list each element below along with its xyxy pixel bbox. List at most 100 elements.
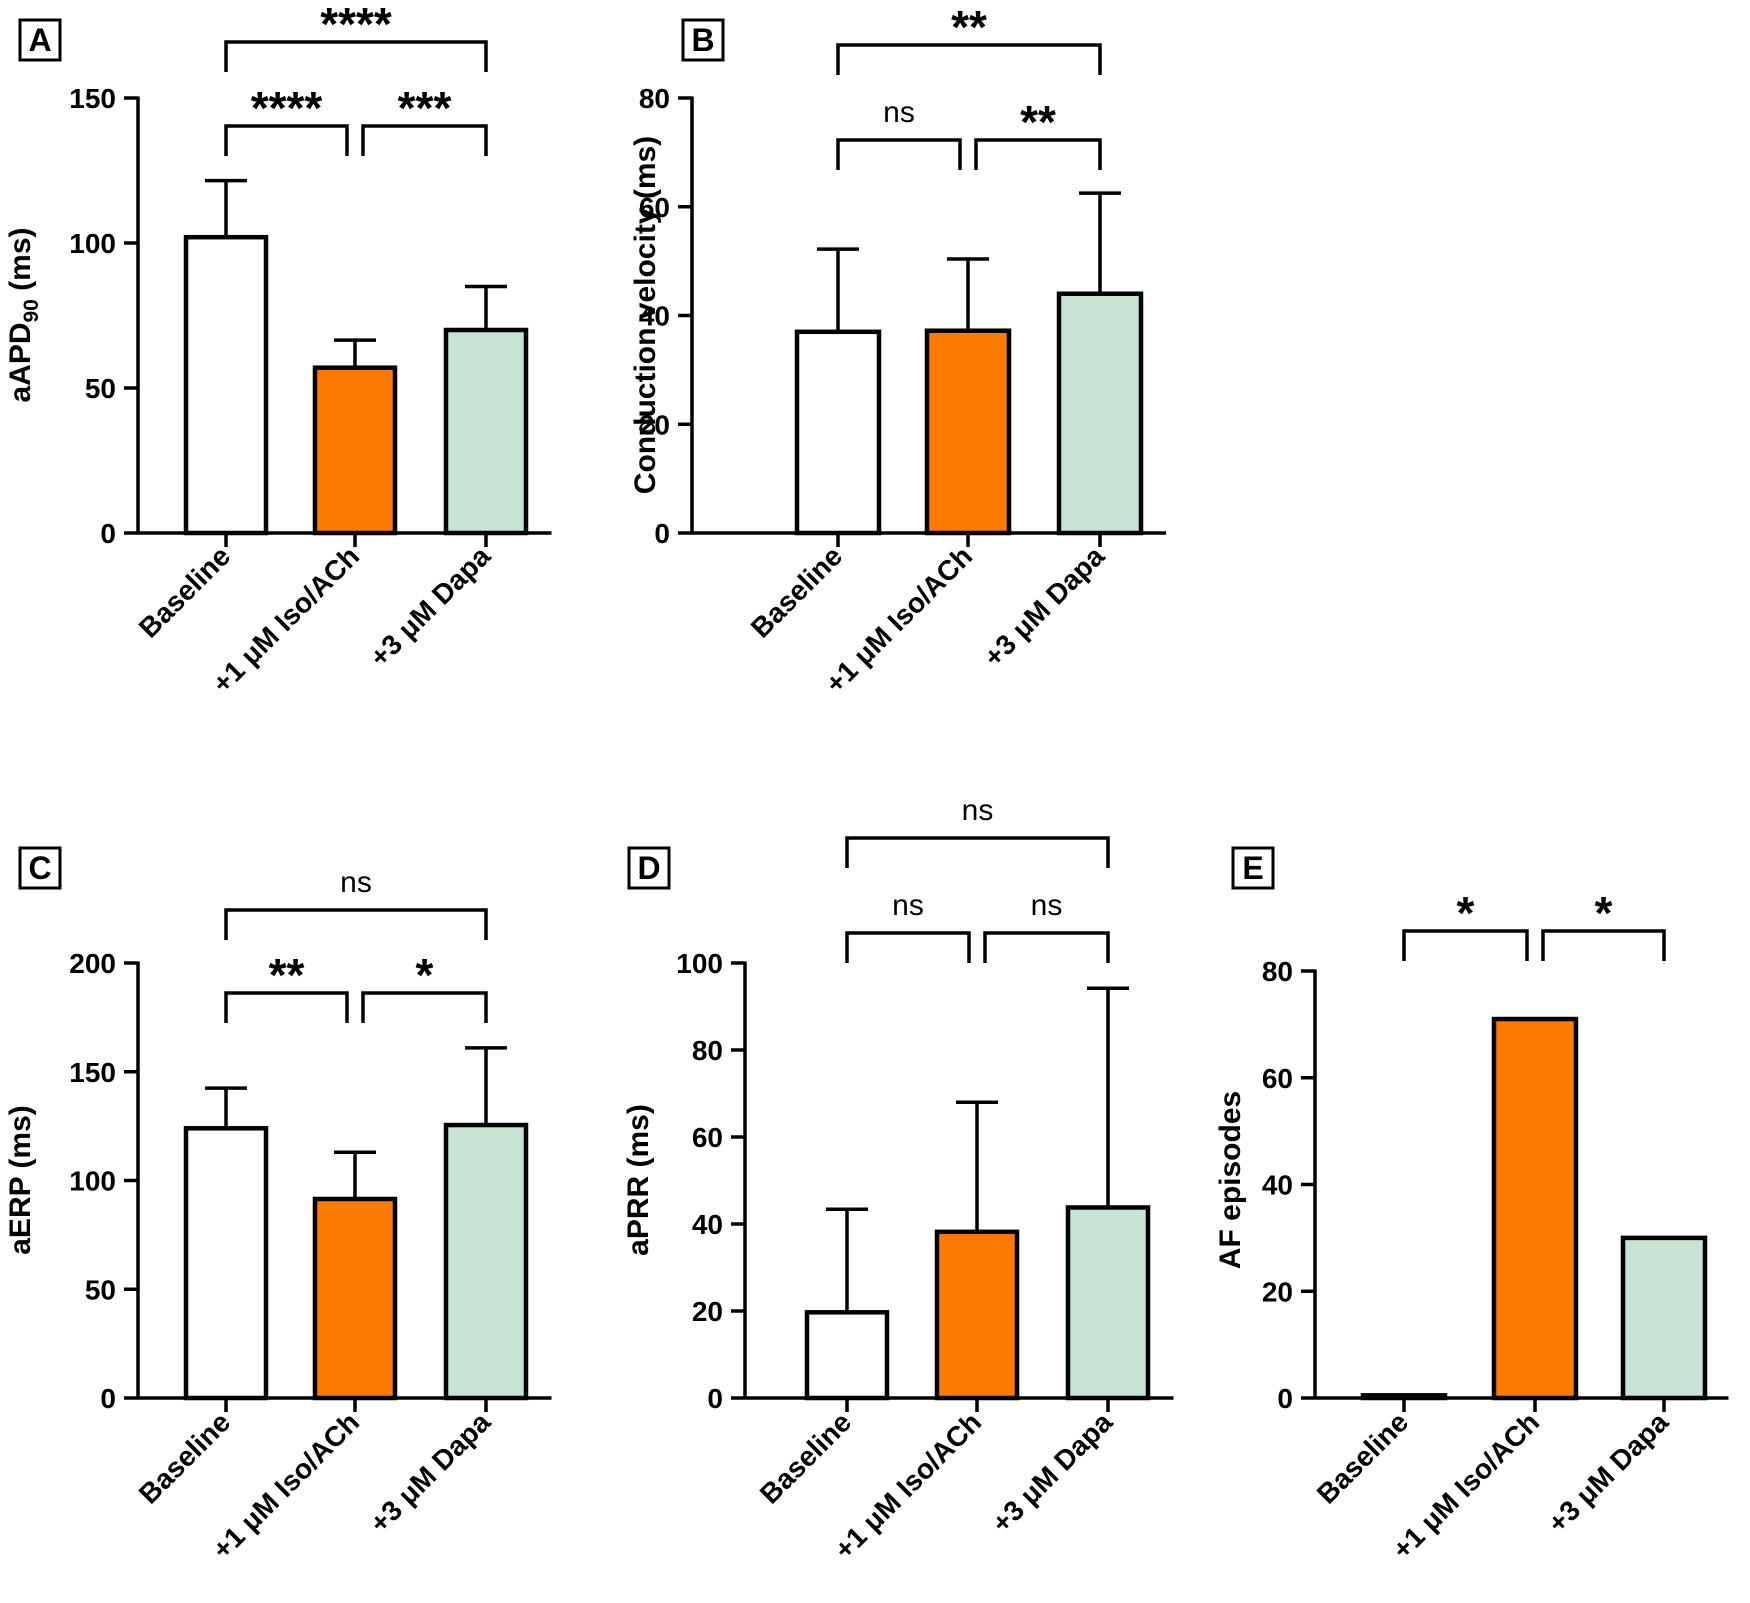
y-tick-label: 60 — [639, 192, 670, 223]
y-tick-label: 40 — [692, 1209, 723, 1240]
y-tick-label: 100 — [69, 1166, 116, 1197]
significance-bracket — [974, 138, 1102, 170]
significance-bracket — [224, 40, 488, 72]
bar — [794, 329, 882, 536]
significance-label: ns — [962, 794, 994, 827]
panel-badge — [627, 846, 671, 890]
bar — [312, 1196, 398, 1401]
panel-badge — [681, 18, 725, 62]
panel-letter: D — [637, 850, 660, 886]
panel-badge — [18, 846, 62, 890]
y-axis-label-main: aERP (ms) — [4, 1105, 37, 1255]
y-tick-label: 200 — [69, 948, 116, 979]
x-category-label: Baseline — [754, 1406, 857, 1509]
significance-bracket — [983, 931, 1110, 963]
x-category-label: Baseline — [133, 540, 236, 643]
panel-letter: B — [691, 22, 714, 58]
bar — [1065, 1205, 1151, 1401]
x-category-label: +3 μM Dapa — [364, 540, 497, 673]
y-axis-label-main: aAPD — [4, 323, 37, 403]
bar — [1491, 1016, 1579, 1401]
bar — [183, 234, 269, 536]
bar — [183, 1126, 269, 1401]
bar — [934, 1229, 1020, 1401]
significance-label: ns — [340, 866, 372, 899]
significance-label: **** — [251, 82, 323, 134]
y-axis-label-main: Conduction velocity (ms) — [629, 136, 662, 494]
significance-bracket — [845, 931, 971, 963]
x-category-label: Baseline — [133, 1406, 236, 1509]
significance-bracket — [224, 991, 349, 1023]
panel-badge — [1231, 846, 1275, 890]
x-category-label: Baseline — [1311, 1406, 1414, 1509]
significance-bracket — [224, 124, 349, 156]
significance-bracket — [836, 138, 962, 170]
y-tick-label: 60 — [692, 1122, 723, 1153]
bar — [924, 328, 1012, 536]
y-tick-label: 100 — [69, 228, 116, 259]
significance-bracket — [224, 908, 488, 940]
y-tick-label: 50 — [85, 1274, 116, 1305]
x-category-label: +3 μM Dapa — [364, 1406, 497, 1539]
y-tick-label: 150 — [69, 83, 116, 114]
y-tick-label: 60 — [1262, 1063, 1293, 1094]
bar — [443, 327, 529, 536]
y-tick-label: 50 — [85, 373, 116, 404]
y-tick-label: 80 — [1262, 956, 1293, 987]
x-category-label: +3 μM Dapa — [978, 540, 1111, 673]
y-tick-label: 20 — [1262, 1276, 1293, 1307]
y-tick-label: 80 — [639, 83, 670, 114]
y-axis-label-subscript: 90 — [20, 299, 43, 322]
significance-bracket — [361, 124, 488, 156]
significance-label: ns — [892, 889, 924, 922]
bar — [1620, 1235, 1708, 1401]
bar — [312, 365, 398, 536]
panel-letter: E — [1242, 850, 1263, 886]
y-tick-label: 40 — [639, 301, 670, 332]
significance-bracket — [361, 991, 488, 1023]
y-axis-label: Conduction velocity (ms) — [629, 136, 662, 494]
significance-label: ** — [269, 949, 305, 1001]
y-tick-label: 0 — [654, 518, 670, 549]
y-tick-label: 0 — [707, 1383, 723, 1414]
y-tick-label: 150 — [69, 1057, 116, 1088]
bar — [804, 1310, 890, 1401]
significance-label: ** — [1020, 96, 1056, 148]
y-axis-label: aERP (ms) — [4, 1105, 37, 1255]
y-tick-label: 0 — [100, 1383, 116, 1414]
significance-label: *** — [398, 82, 452, 134]
significance-bracket — [836, 43, 1102, 75]
y-tick-label: 80 — [692, 1035, 723, 1066]
x-category-label: Baseline — [745, 540, 848, 643]
x-category-label: +3 μM Dapa — [986, 1406, 1119, 1539]
y-axis-label-main: AF episodes — [1214, 1091, 1247, 1269]
panel-letter: C — [28, 850, 51, 886]
significance-bracket — [1541, 929, 1666, 961]
y-tick-label: 20 — [639, 409, 670, 440]
panel-letter: A — [28, 22, 51, 58]
significance-label: ** — [951, 1, 987, 53]
bar — [443, 1122, 529, 1401]
y-tick-label: 100 — [676, 948, 723, 979]
panel-badge — [18, 18, 62, 62]
significance-label: * — [416, 949, 434, 1001]
y-tick-label: 40 — [1262, 1170, 1293, 1201]
bar — [1056, 291, 1144, 536]
y-tick-label: 0 — [1277, 1383, 1293, 1414]
significance-bracket — [845, 836, 1110, 868]
significance-label: * — [1595, 887, 1613, 939]
significance-label: ns — [1031, 889, 1063, 922]
y-axis-label: aAPD90 (ms) — [4, 227, 43, 402]
y-tick-label: 0 — [100, 518, 116, 549]
y-axis-label: aPRR (ms) — [622, 1104, 655, 1256]
y-axis-label: AF episodes — [1214, 1091, 1247, 1269]
y-axis-label-main: aPRR (ms) — [622, 1104, 655, 1256]
significance-label: ns — [883, 96, 915, 129]
significance-label: **** — [320, 0, 392, 50]
y-axis-label-unit: (ms) — [4, 227, 37, 299]
